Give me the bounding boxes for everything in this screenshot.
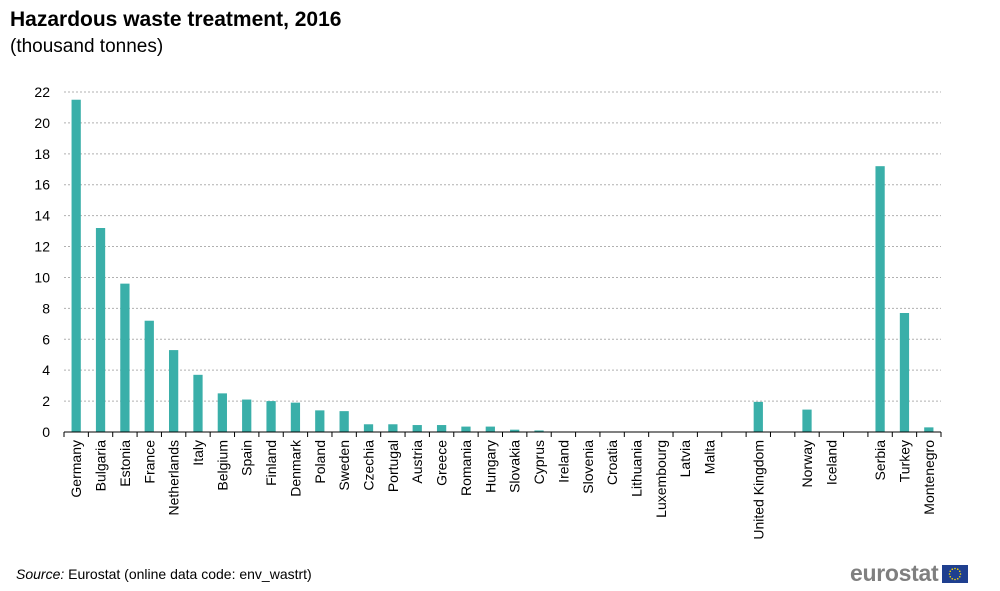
bar-serbia xyxy=(875,166,885,432)
x-tick-label: Romania xyxy=(458,440,474,496)
bar-spain xyxy=(242,399,252,432)
x-tick-label: Slovenia xyxy=(580,440,596,494)
x-tick-label: Bulgaria xyxy=(93,440,109,492)
x-axis: Germany Bulgaria Estonia France Netherlands I… xyxy=(63,431,942,540)
flag-star xyxy=(960,572,962,575)
eu-flag-icon xyxy=(942,564,969,583)
x-tick-label: Norway xyxy=(799,440,815,487)
x-tick-label: United Kingdom xyxy=(750,440,766,540)
bar-germany xyxy=(71,99,81,433)
chart-title: Hazardous waste treatment, 2016 xyxy=(10,8,342,31)
x-tick-label: Austria xyxy=(409,440,425,484)
bar-sweden xyxy=(339,411,349,432)
bar-estonia xyxy=(120,283,130,432)
bar-romania xyxy=(461,426,471,432)
bar-italy xyxy=(193,374,203,432)
x-tick-label: Luxembourg xyxy=(653,440,669,518)
bar-belgium xyxy=(217,393,227,432)
bar-finland xyxy=(266,401,276,432)
x-tick-label: Croatia xyxy=(604,440,620,485)
flag-star xyxy=(959,575,961,578)
bars xyxy=(71,99,934,433)
logo-text: eurostat xyxy=(850,560,939,586)
bar-netherlands xyxy=(168,350,179,432)
flag-star xyxy=(959,569,961,572)
flag-star xyxy=(949,569,952,572)
bar-austria xyxy=(412,425,422,432)
flag-star xyxy=(951,567,954,570)
bar-portugal xyxy=(388,424,398,432)
x-tick-label: Slovakia xyxy=(507,440,523,493)
x-tick-label: Spain xyxy=(239,440,255,476)
x-tick-label: Cyprus xyxy=(531,440,547,484)
y-tick-label: 6 xyxy=(42,331,50,347)
eurostat-logo: eurostat xyxy=(850,560,969,587)
y-axis: 0 2 4 6 8 10 12 14 16 18 20 22 xyxy=(34,84,50,440)
bar-hungary xyxy=(485,426,495,432)
y-tick-label: 18 xyxy=(34,146,50,162)
bar-czechia xyxy=(363,424,374,432)
y-tick-label: 10 xyxy=(34,269,50,285)
source-text: Eurostat (online data code: env_wastrt) xyxy=(64,566,312,582)
bar-france xyxy=(144,320,154,432)
bar-cyprus xyxy=(534,430,544,432)
source-label: Source: xyxy=(16,566,65,582)
x-tick-label: Germany xyxy=(68,440,84,498)
x-tick-label: Denmark xyxy=(287,439,303,497)
bar-poland xyxy=(315,410,325,432)
x-tick-label: Estonia xyxy=(117,440,133,487)
x-tick-label: Poland xyxy=(312,440,328,484)
y-tick-label: 16 xyxy=(34,177,50,193)
x-tick-label: Italy xyxy=(190,440,206,466)
flag-star xyxy=(954,578,957,580)
bar-bulgaria xyxy=(95,228,106,432)
bar-greece xyxy=(436,425,447,432)
chart-subtitle: (thousand tonnes) xyxy=(10,36,164,57)
x-tick-label: Hungary xyxy=(482,440,498,493)
x-tick-label: France xyxy=(141,440,157,484)
flag-star xyxy=(954,567,957,569)
y-tick-label: 22 xyxy=(34,84,50,100)
x-tick-label: Czechia xyxy=(361,440,377,491)
flag-star xyxy=(949,572,951,575)
x-tick-label: Malta xyxy=(702,440,718,474)
bar-chart: 0 2 4 6 8 10 12 14 16 18 20 22 Germany Bulgaria Eston… xyxy=(34,84,942,540)
flag-star xyxy=(957,577,959,580)
bar-norway xyxy=(802,409,812,432)
bar-slovakia xyxy=(510,429,520,432)
y-tick-label: 20 xyxy=(34,115,50,131)
bar-turkey xyxy=(899,313,910,432)
x-tick-label: Netherlands xyxy=(166,440,182,516)
flag-star xyxy=(949,575,952,578)
source-note: Source: Eurostat (online data code: env_… xyxy=(16,566,312,582)
y-tick-label: 4 xyxy=(42,362,50,378)
x-tick-label: Greece xyxy=(434,440,450,486)
x-tick-label: Montenegro xyxy=(921,440,937,515)
y-tick-label: 0 xyxy=(42,424,50,440)
x-tick-label: Lithuania xyxy=(628,440,644,497)
x-tick-label: Latvia xyxy=(677,440,693,478)
x-tick-label: Portugal xyxy=(385,440,401,492)
bar-denmark xyxy=(290,402,301,432)
x-tick-label: Belgium xyxy=(214,440,230,491)
gridlines xyxy=(64,91,941,402)
x-tick-label: Sweden xyxy=(336,440,352,491)
y-tick-label: 8 xyxy=(42,300,50,316)
bar-united-kingdom xyxy=(753,401,763,432)
x-tick-label: Finland xyxy=(263,440,279,486)
y-tick-label: 12 xyxy=(34,239,50,255)
y-tick-label: 14 xyxy=(34,208,50,224)
x-tick-label: Serbia xyxy=(872,440,888,481)
flag-star xyxy=(957,567,959,570)
x-tick-label: Turkey xyxy=(896,440,912,482)
y-tick-label: 2 xyxy=(42,393,50,409)
x-tick-label: Iceland xyxy=(823,440,839,485)
bar-montenegro xyxy=(924,427,934,432)
flag-star xyxy=(951,577,954,580)
x-tick-label: Ireland xyxy=(555,440,571,483)
